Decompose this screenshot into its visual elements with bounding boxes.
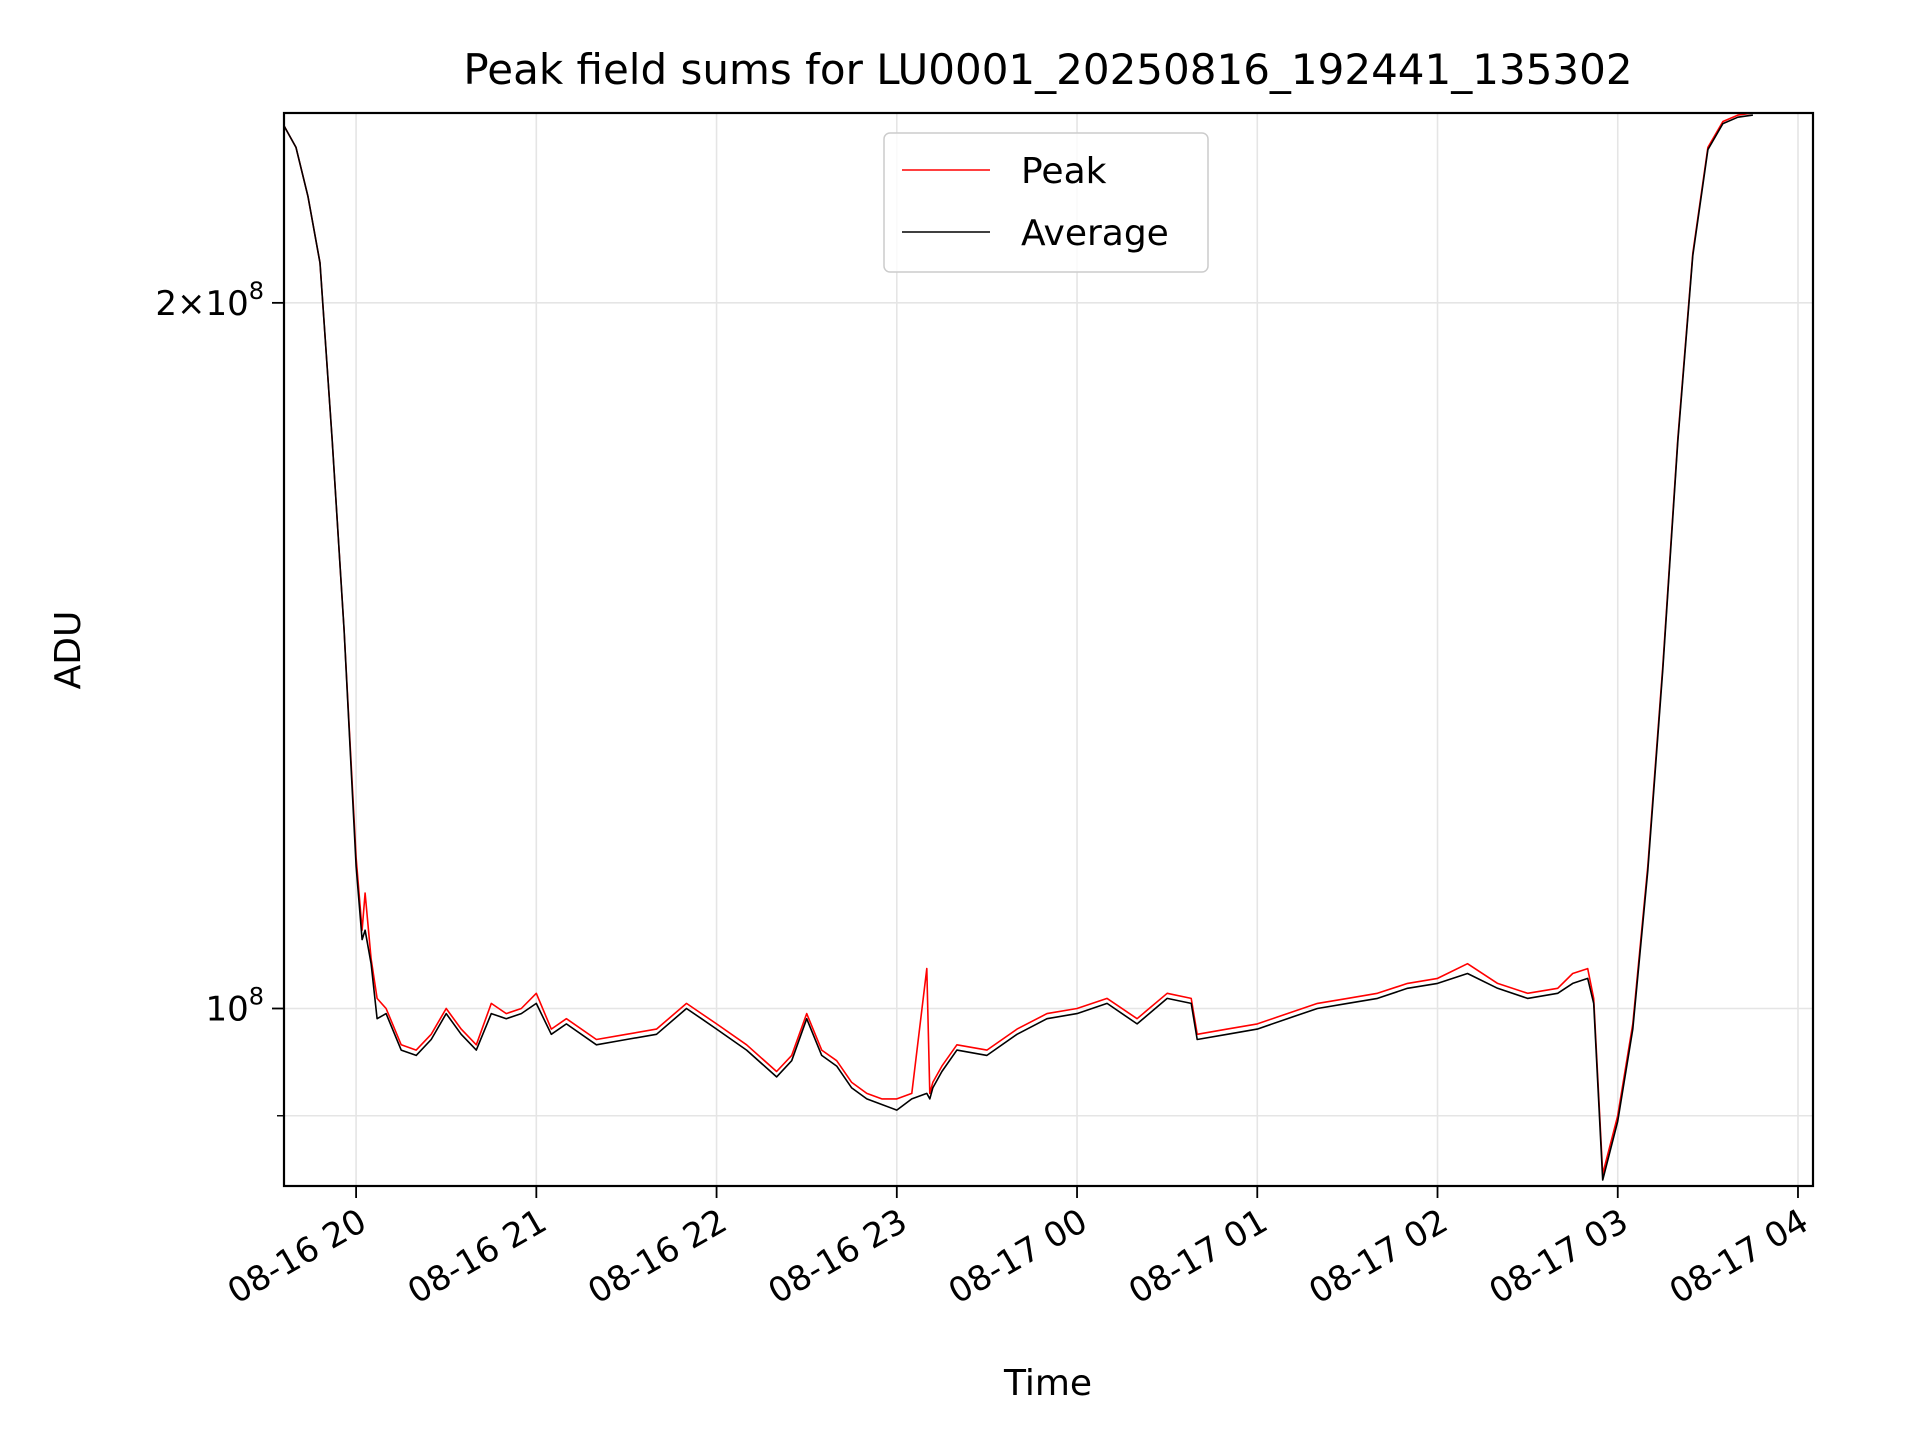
grid	[284, 113, 1813, 1186]
plot-area-frame	[282, 111, 1815, 1188]
y-tick-label: 108	[205, 983, 264, 1030]
y-axis-label: ADU	[48, 611, 89, 690]
y-axis: 2×108 108	[155, 277, 284, 1117]
series-line-average	[283, 114, 1754, 1181]
y-tick-label: 2×108	[155, 277, 264, 324]
legend: Peak Average	[883, 132, 1209, 273]
series-group	[283, 112, 1754, 1181]
x-axis-label: Time	[1003, 1363, 1092, 1404]
legend-label-peak: Peak	[1021, 151, 1107, 192]
legend-label-average: Average	[1021, 213, 1169, 254]
legend-box	[883, 132, 1209, 273]
chart-title: Peak field sums for LU0001_20250816_1924…	[463, 45, 1632, 94]
series-line-peak	[283, 112, 1754, 1175]
